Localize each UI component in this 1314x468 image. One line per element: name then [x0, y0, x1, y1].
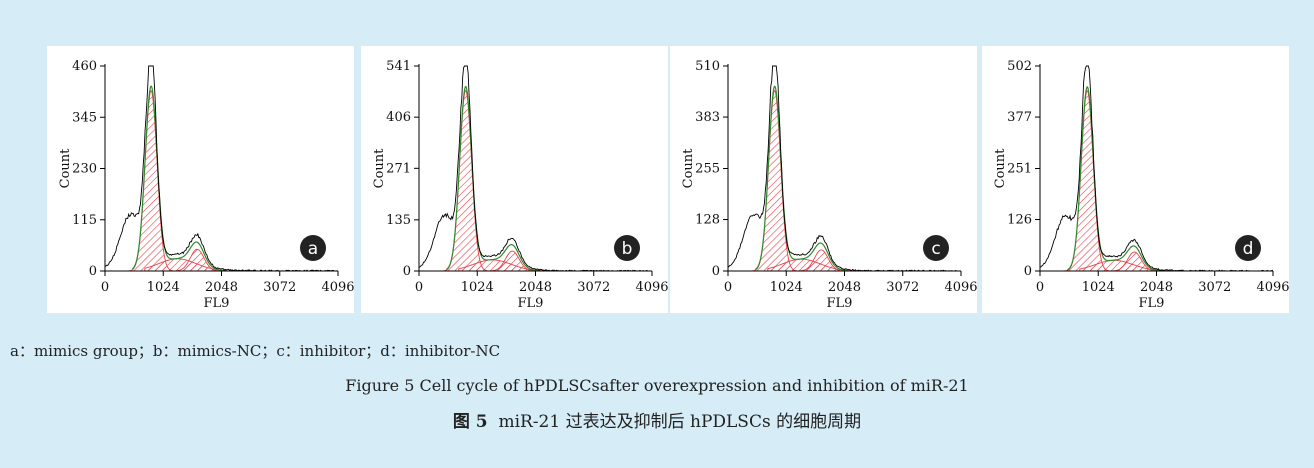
x-tick-label: 4096 — [321, 280, 354, 295]
x-tick-label: 4096 — [944, 280, 977, 295]
y-axis-label: Count — [372, 148, 387, 189]
x-tick-label: 2048 — [205, 280, 238, 295]
chart-panel-d: 0 126 251 377 502 0 1024 2048 3072 4096 FL9 Count d — [982, 46, 1289, 313]
histogram-b: 0 135 271 406 541 0 1024 2048 3072 4096 FL9 Count b — [372, 59, 668, 311]
x-tick-label: 2048 — [519, 280, 552, 295]
y-tick-label: 0 — [403, 264, 411, 279]
chart-panel-c: 0 128 255 383 510 0 1024 2048 3072 4096 FL9 Count c — [670, 46, 977, 313]
x-tick-label: 1024 — [461, 280, 494, 295]
histogram-c: 0 128 255 383 510 0 1024 2048 3072 4096 FL9 Count c — [681, 59, 977, 311]
x-tick-label: 4096 — [635, 280, 668, 295]
phase-g2-area — [1110, 251, 1155, 272]
panel-legend-note: a：mimics group；b：mimics-NC；c：inhibitor；d… — [10, 342, 501, 360]
y-tick-label: 115 — [72, 213, 97, 228]
phase-g1-area — [751, 89, 798, 272]
panel-badge — [300, 235, 326, 261]
x-tick-label: 2048 — [1140, 280, 1173, 295]
y-axis-label: Count — [681, 148, 696, 189]
figure-caption-english: Figure 5 Cell cycle of hPDLSCsafter over… — [345, 376, 969, 395]
x-tick-label: 3072 — [1198, 280, 1231, 295]
y-tick-label: 251 — [1007, 162, 1032, 177]
x-tick-label: 0 — [724, 280, 732, 295]
y-tick-label: 541 — [386, 59, 411, 74]
y-tick-label: 128 — [695, 213, 720, 228]
chart-panel-b: 0 135 271 406 541 0 1024 2048 3072 4096 FL9 Count b — [361, 46, 668, 313]
fit-curve — [754, 85, 848, 271]
chart-panel-a: 0 115 230 345 460 0 1024 2048 3072 4096 FL9 Count a — [47, 46, 354, 313]
phase-g2-area — [175, 248, 219, 272]
x-tick-label: 4096 — [1256, 280, 1289, 295]
panel-badge-letter: b — [622, 239, 633, 259]
y-tick-label: 135 — [386, 213, 411, 228]
panel-badge — [614, 235, 640, 261]
y-tick-label: 126 — [1007, 213, 1032, 228]
x-tick-label: 0 — [415, 280, 423, 295]
x-tick-label: 3072 — [577, 280, 610, 295]
figure-caption-chinese: 图 5 miR-21 过表达及抑制后 hPDLSCs 的细胞周期 — [0, 407, 1314, 432]
y-tick-label: 345 — [72, 110, 97, 125]
x-axis-label: FL9 — [204, 296, 230, 311]
fit-curve — [131, 85, 225, 272]
panel-badge-letter: c — [931, 239, 940, 259]
y-tick-label: 460 — [72, 59, 97, 74]
figure-caption-chinese-text: miR-21 过表达及抑制后 hPDLSCs 的细胞周期 — [498, 412, 862, 432]
panel-badge — [1235, 235, 1261, 261]
panel-badge-letter: d — [1243, 239, 1254, 259]
figure-caption-chinese-label: 图 5 — [452, 412, 488, 432]
x-axis-label: FL9 — [827, 296, 853, 311]
y-tick-label: 383 — [695, 110, 720, 125]
phase-g2-area — [798, 249, 844, 272]
x-tick-label: 3072 — [263, 280, 296, 295]
x-axis-label: FL9 — [518, 296, 544, 311]
y-tick-label: 0 — [1024, 264, 1032, 279]
x-tick-label: 3072 — [886, 280, 919, 295]
y-tick-label: 0 — [89, 264, 97, 279]
histogram-d: 0 126 251 377 502 0 1024 2048 3072 4096 FL9 Count d — [993, 59, 1289, 311]
y-tick-label: 230 — [72, 162, 97, 177]
phase-g1-area — [442, 89, 489, 272]
histogram-a: 0 115 230 345 460 0 1024 2048 3072 4096 FL9 Count a — [58, 59, 354, 311]
x-axis-label: FL9 — [1139, 296, 1165, 311]
fit-curve — [1067, 85, 1160, 271]
y-tick-label: 271 — [386, 161, 411, 176]
x-tick-label: 1024 — [1082, 280, 1115, 295]
phase-g2-area — [489, 250, 535, 272]
y-tick-label: 255 — [695, 162, 720, 177]
x-tick-label: 0 — [101, 280, 109, 295]
y-tick-label: 502 — [1007, 59, 1032, 74]
x-tick-label: 2048 — [828, 280, 861, 295]
y-axis-label: Count — [58, 148, 73, 189]
y-tick-label: 0 — [712, 264, 720, 279]
phase-g1-area — [128, 90, 175, 272]
y-axis-label: Count — [993, 148, 1008, 189]
panel-badge — [923, 235, 949, 261]
phase-g1-area — [1063, 90, 1110, 272]
x-tick-label: 1024 — [147, 280, 180, 295]
y-tick-label: 510 — [695, 59, 720, 74]
fit-curve — [445, 85, 539, 272]
x-tick-label: 1024 — [770, 280, 803, 295]
panel-badge-letter: a — [308, 239, 318, 259]
x-tick-label: 0 — [1036, 280, 1044, 295]
y-tick-label: 377 — [1007, 110, 1032, 125]
y-tick-label: 406 — [386, 110, 411, 125]
